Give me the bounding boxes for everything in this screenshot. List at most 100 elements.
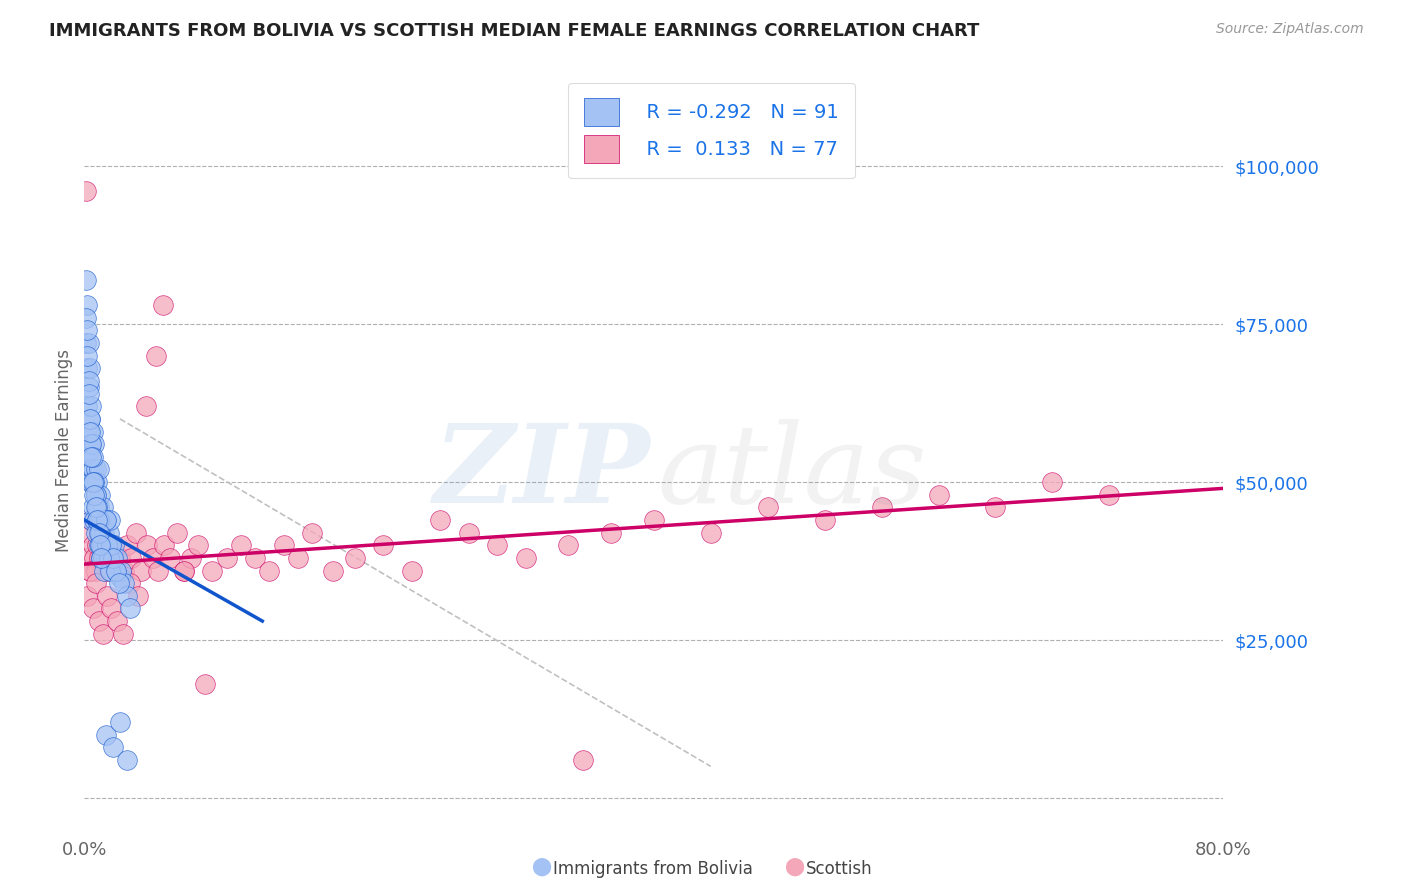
Point	[86, 500, 108, 515]
Point	[557, 538, 579, 552]
Point	[94, 728, 117, 742]
Point	[101, 550, 124, 565]
Point	[273, 538, 295, 552]
Point	[89, 525, 111, 540]
Point	[87, 538, 110, 552]
Point	[79, 412, 101, 426]
Point	[83, 437, 105, 451]
Point	[287, 550, 309, 565]
Point	[96, 564, 118, 578]
Point	[194, 677, 217, 691]
Point	[93, 564, 115, 578]
Point	[93, 538, 115, 552]
Text: atlas: atlas	[657, 419, 927, 527]
Point	[105, 614, 128, 628]
Point	[79, 443, 101, 458]
Point	[98, 513, 121, 527]
Point	[124, 525, 146, 540]
Y-axis label: Median Female Earnings: Median Female Earnings	[55, 349, 73, 552]
Point	[322, 564, 344, 578]
Point	[136, 538, 159, 552]
Point	[145, 349, 167, 363]
Point	[86, 513, 108, 527]
Point	[457, 525, 479, 540]
Point	[82, 500, 104, 515]
Point	[83, 475, 105, 489]
Point	[86, 475, 108, 489]
Point	[148, 564, 170, 578]
Point	[166, 525, 188, 540]
Text: Scottish: Scottish	[806, 860, 872, 878]
Point	[643, 513, 665, 527]
Point	[75, 310, 97, 325]
Point	[245, 550, 267, 565]
Point	[201, 564, 224, 578]
Point	[79, 412, 101, 426]
Point	[120, 550, 142, 565]
Point	[100, 538, 122, 552]
Point	[108, 715, 131, 730]
Point	[1098, 488, 1121, 502]
Point	[115, 753, 138, 767]
Point	[571, 753, 593, 767]
Point	[101, 740, 124, 755]
Point	[515, 550, 537, 565]
Point	[82, 425, 104, 439]
Point	[115, 538, 138, 552]
Point	[76, 298, 98, 312]
Point	[82, 538, 104, 552]
Point	[100, 601, 122, 615]
Point	[118, 576, 141, 591]
Point	[76, 589, 98, 603]
Point	[1042, 475, 1064, 489]
Text: ⬤: ⬤	[531, 857, 551, 876]
Point	[77, 386, 100, 401]
Point	[90, 525, 112, 540]
Point	[112, 576, 135, 591]
Point	[101, 538, 124, 552]
Point	[600, 525, 623, 540]
Point	[486, 538, 509, 552]
Point	[98, 564, 121, 578]
Point	[131, 564, 153, 578]
Point	[94, 550, 117, 565]
Point	[259, 564, 281, 578]
Point	[80, 399, 103, 413]
Point	[301, 525, 323, 540]
Point	[700, 525, 723, 540]
Point	[984, 500, 1007, 515]
Text: IMMIGRANTS FROM BOLIVIA VS SCOTTISH MEDIAN FEMALE EARNINGS CORRELATION CHART: IMMIGRANTS FROM BOLIVIA VS SCOTTISH MEDI…	[49, 22, 980, 40]
Point	[84, 488, 107, 502]
Point	[87, 500, 110, 515]
Point	[104, 564, 127, 578]
Point	[87, 513, 110, 527]
Point	[229, 538, 252, 552]
Point	[79, 564, 101, 578]
Point	[98, 550, 121, 565]
Point	[77, 425, 100, 439]
Point	[77, 336, 100, 351]
Point	[87, 525, 110, 540]
Point	[91, 626, 114, 640]
Point	[142, 550, 165, 565]
Point	[96, 538, 118, 552]
Point	[84, 525, 107, 540]
Point	[173, 564, 195, 578]
Point	[814, 513, 837, 527]
Text: Immigrants from Bolivia: Immigrants from Bolivia	[553, 860, 752, 878]
Point	[97, 525, 120, 540]
Point	[77, 462, 100, 476]
Point	[76, 550, 98, 565]
Point	[105, 550, 128, 565]
Point	[118, 601, 141, 615]
Point	[89, 488, 111, 502]
Point	[103, 538, 125, 552]
Text: ZIP: ZIP	[433, 419, 651, 527]
Point	[89, 538, 111, 552]
Point	[90, 538, 112, 552]
Point	[86, 538, 108, 552]
Point	[77, 525, 100, 540]
Point	[76, 323, 98, 337]
Point	[756, 500, 779, 515]
Point	[112, 564, 135, 578]
